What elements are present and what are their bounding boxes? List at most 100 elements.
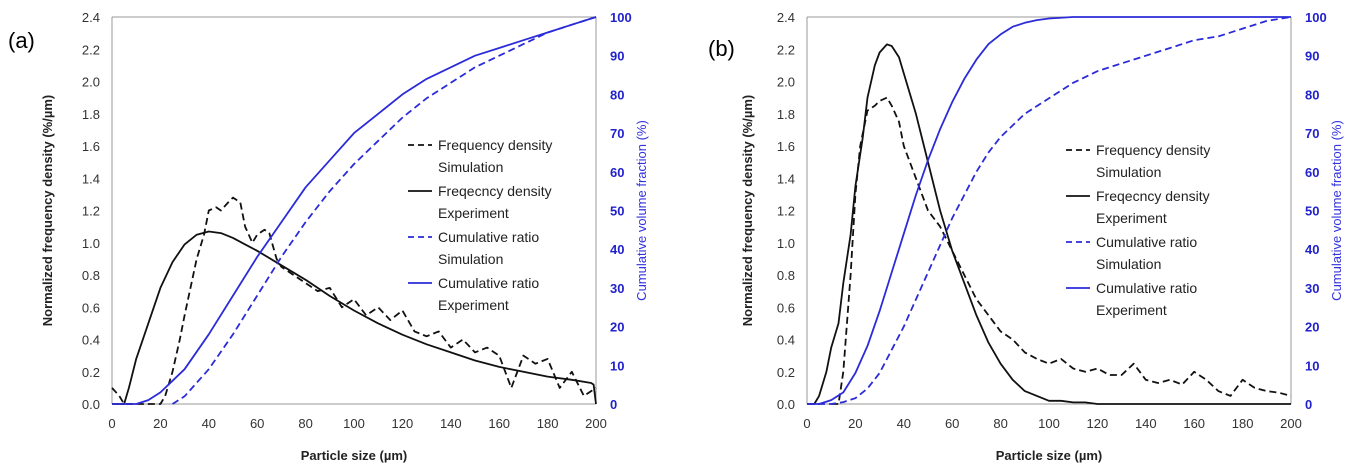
series-line	[111, 196, 597, 405]
panel-label: (b)	[708, 36, 735, 61]
x-tick-label: 100	[1038, 416, 1060, 431]
y2-tick-label: 70	[1305, 126, 1319, 141]
x-tick-label: 20	[153, 416, 167, 431]
y-tick-label: 1.2	[82, 204, 100, 219]
x-tick-label: 40	[897, 416, 911, 431]
x-tick-label: 160	[1183, 416, 1205, 431]
y-tick-label: 1.0	[777, 236, 795, 251]
legend-label: Experiment	[1096, 302, 1167, 318]
x-tick-label: 60	[945, 416, 959, 431]
chart-panel-b: 0 20 40 60 80 100 120 140 160 180 2000.00.20.40.60…	[708, 10, 1344, 463]
y-tick-label: 0.2	[82, 365, 100, 380]
y-tick-label: 1.4	[777, 171, 795, 186]
legend-label: Simulation	[1096, 164, 1161, 180]
series-line	[831, 96, 1292, 405]
y2-tick-label: 40	[1305, 242, 1319, 257]
y2-tick-label: 0	[1305, 397, 1312, 412]
y2-tick-label: 60	[610, 165, 624, 180]
x-axis-title: Particle size (µm)	[996, 448, 1102, 463]
y2-tick-label: 20	[1305, 320, 1319, 335]
y-tick-label: 0.2	[777, 365, 795, 380]
legend-label: Freqecncy density	[438, 183, 552, 199]
y2-axis-title: Cumulative volume fraction (%)	[1329, 120, 1344, 301]
y2-tick-label: 40	[610, 242, 624, 257]
y-axis-title: Normalized frequency density (%/µm)	[740, 95, 755, 326]
y2-tick-label: 10	[610, 358, 624, 373]
y-tick-label: 1.6	[777, 139, 795, 154]
x-tick-label: 100	[343, 416, 365, 431]
y2-tick-label: 90	[610, 49, 624, 64]
legend-label: Simulation	[438, 159, 503, 175]
y-tick-label: 1.4	[82, 171, 100, 186]
x-tick-label: 80	[993, 416, 1007, 431]
legend-label: Experiment	[1096, 210, 1167, 226]
y2-tick-label: 30	[1305, 281, 1319, 296]
x-tick-label: 0	[108, 416, 115, 431]
legend-label: Frequency density	[1096, 142, 1210, 158]
x-tick-label: 80	[298, 416, 312, 431]
legend-label: Cumulative ratio	[438, 275, 539, 291]
x-tick-label: 200	[1280, 416, 1302, 431]
y2-tick-label: 90	[1305, 49, 1319, 64]
y-tick-label: 0.6	[777, 300, 795, 315]
y-tick-label: 1.2	[777, 204, 795, 219]
y-tick-label: 0.8	[777, 268, 795, 283]
legend-label: Cumulative ratio	[438, 229, 539, 245]
y2-tick-label: 0	[610, 397, 617, 412]
y-tick-label: 1.8	[82, 107, 100, 122]
legend-label: Simulation	[1096, 256, 1161, 272]
x-tick-label: 180	[537, 416, 559, 431]
y-tick-label: 0.6	[82, 300, 100, 315]
panel-label: (a)	[8, 28, 35, 53]
y2-tick-label: 80	[610, 87, 624, 102]
y-tick-label: 0.4	[82, 333, 100, 348]
x-tick-label: 200	[585, 416, 607, 431]
y2-tick-label: 30	[610, 281, 624, 296]
x-tick-label: 120	[392, 416, 414, 431]
legend-label: Simulation	[438, 251, 503, 267]
x-tick-label: 20	[848, 416, 862, 431]
y-tick-label: 0.0	[777, 397, 795, 412]
y2-tick-label: 70	[610, 126, 624, 141]
y-tick-label: 2.0	[777, 75, 795, 90]
y2-tick-label: 100	[1305, 10, 1327, 25]
x-tick-label: 180	[1232, 416, 1254, 431]
legend-label: Cumulative ratio	[1096, 234, 1197, 250]
legend-label: Cumulative ratio	[1096, 280, 1197, 296]
y2-tick-label: 20	[610, 320, 624, 335]
y-tick-label: 0.8	[82, 268, 100, 283]
y-tick-label: 1.0	[82, 236, 100, 251]
legend: Frequency density Simulation Freqecncy den…	[408, 137, 552, 313]
series-line	[112, 16, 597, 405]
legend-label: Experiment	[438, 297, 509, 313]
x-tick-label: 120	[1087, 416, 1109, 431]
y-tick-label: 2.2	[82, 42, 100, 57]
legend-label: Experiment	[438, 205, 509, 221]
x-tick-label: 40	[202, 416, 216, 431]
y2-tick-label: 10	[1305, 358, 1319, 373]
x-tick-label: 160	[488, 416, 510, 431]
legend-label: Frequency density	[438, 137, 552, 153]
x-tick-label: 60	[250, 416, 264, 431]
x-tick-label: 140	[1135, 416, 1157, 431]
y2-tick-label: 80	[1305, 87, 1319, 102]
y-axis-title: Normalized frequency density (%/µm)	[40, 95, 55, 326]
legend: Frequency density Simulation Freqecncy den…	[1066, 142, 1210, 318]
y-tick-label: 1.8	[777, 107, 795, 122]
y2-axis-title: Cumulative volume fraction (%)	[634, 120, 649, 301]
series-line	[112, 230, 597, 405]
y-tick-label: 2.0	[82, 75, 100, 90]
x-tick-label: 0	[803, 416, 810, 431]
y-tick-label: 1.6	[82, 139, 100, 154]
y-tick-label: 2.4	[82, 10, 100, 25]
y-tick-label: 0.4	[777, 333, 795, 348]
x-tick-label: 140	[440, 416, 462, 431]
series-line	[807, 43, 1291, 405]
y2-tick-label: 60	[1305, 165, 1319, 180]
series-line	[172, 16, 597, 405]
series-line	[807, 16, 1291, 405]
legend-label: Freqecncy density	[1096, 188, 1210, 204]
y2-tick-label: 50	[610, 204, 624, 219]
series-line	[807, 16, 1292, 405]
